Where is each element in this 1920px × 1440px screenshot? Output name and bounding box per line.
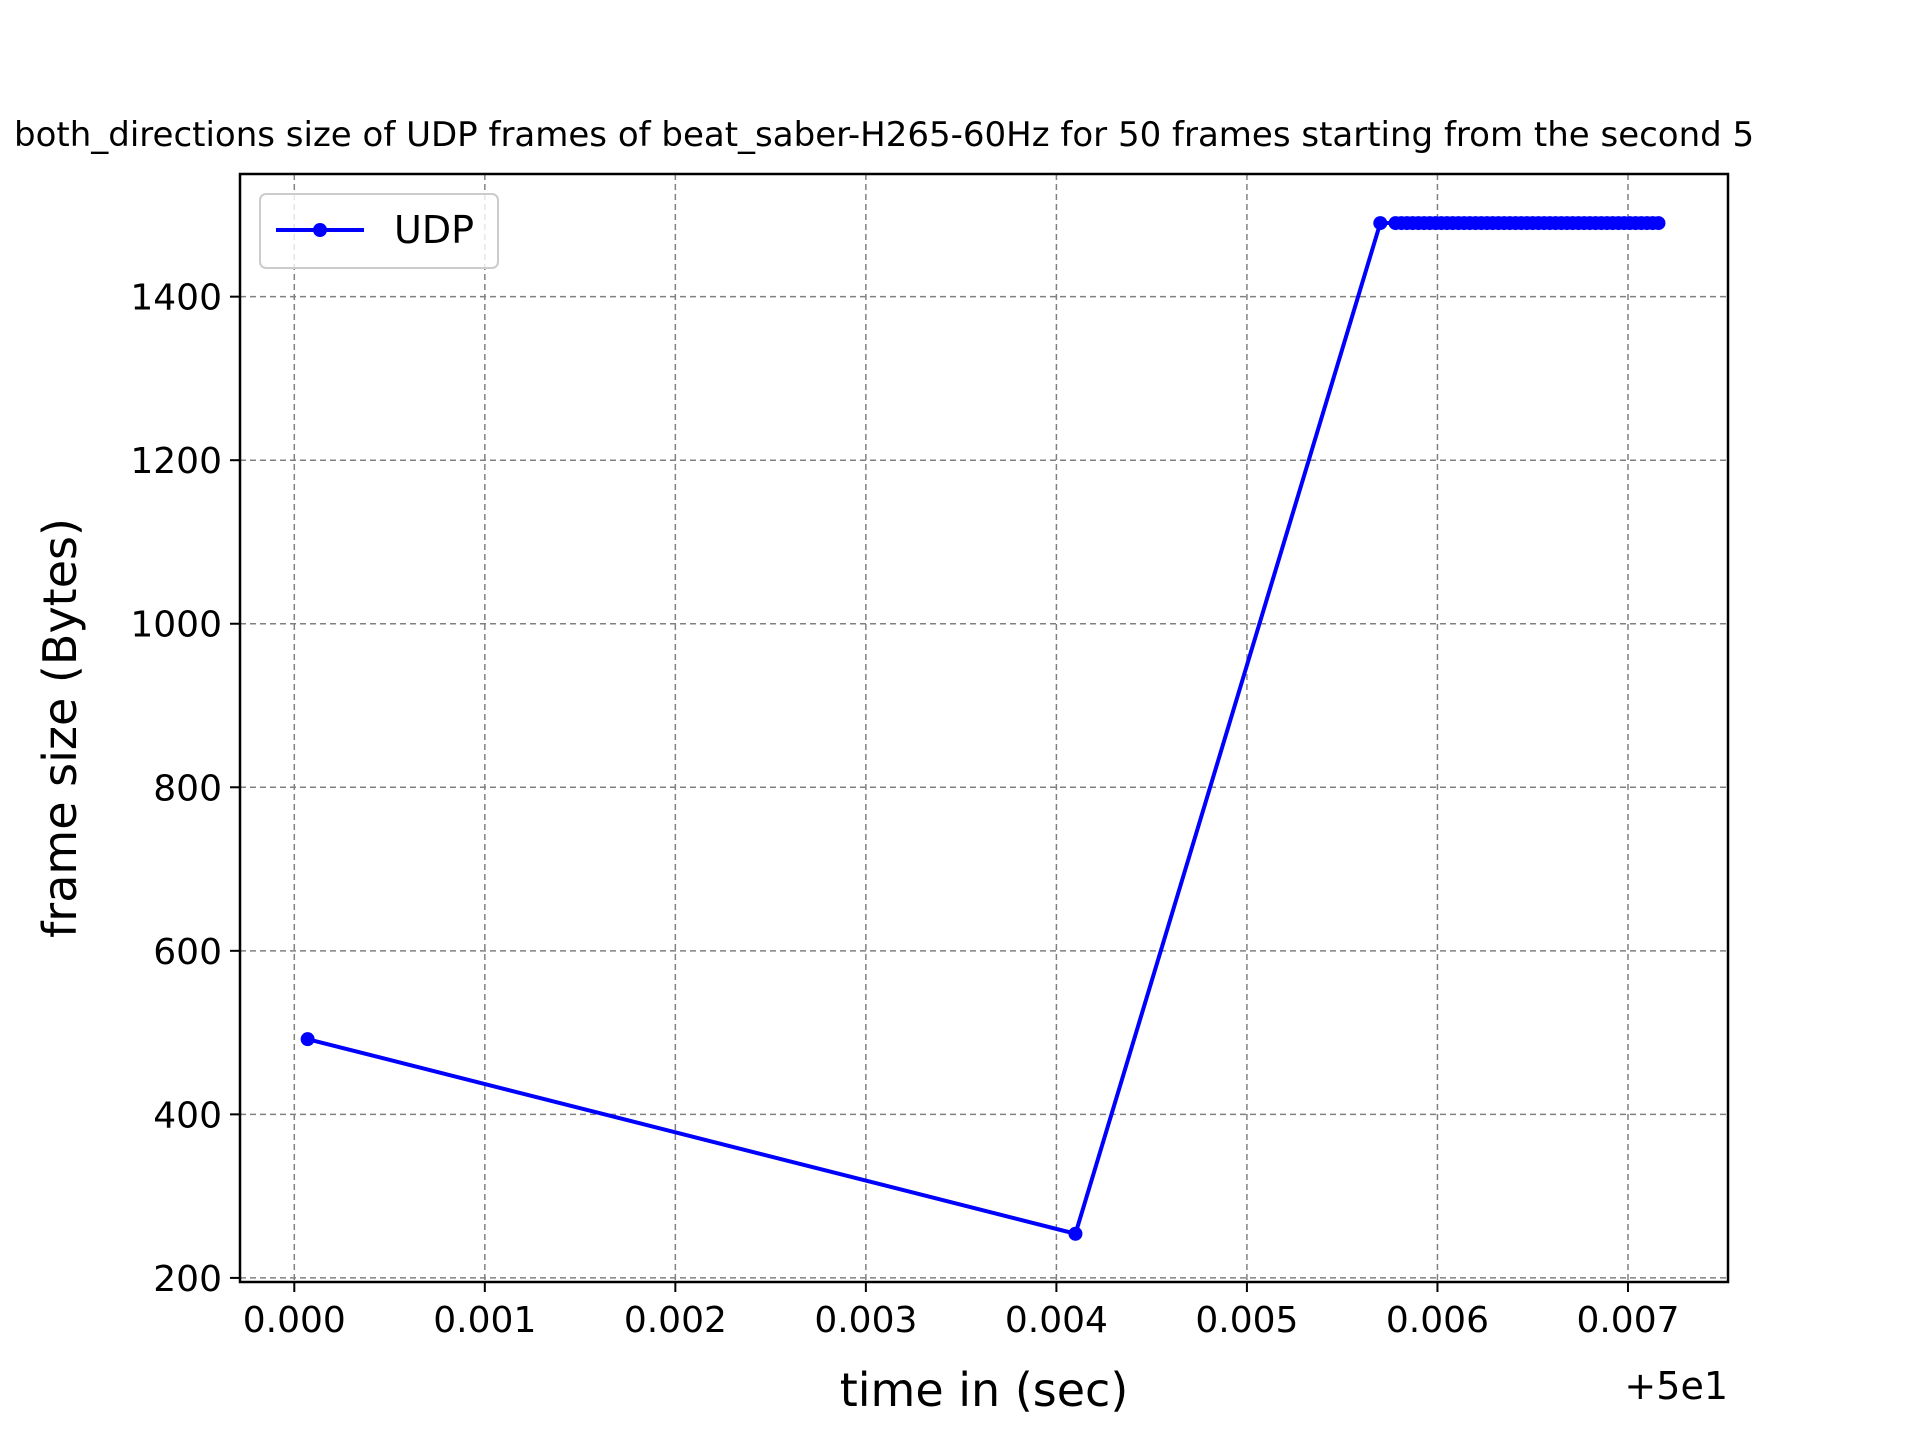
- data-point: [1373, 216, 1388, 231]
- legend-marker-udp: [313, 223, 327, 237]
- plot-frame: [238, 172, 1730, 1284]
- data-point: [1651, 216, 1666, 231]
- y-grid: [240, 295, 1728, 1279]
- y-tick-label: 800: [153, 768, 222, 809]
- y-ticks: 200 400 600 800 1000 1200 1400: [130, 278, 240, 1300]
- legend: UDP: [259, 193, 499, 269]
- x-tick-label: 0.000: [243, 1300, 346, 1341]
- x-ticks: 0.000 0.001 0.002 0.003 0.004 0.005 0.006 0.007: [243, 1282, 1680, 1341]
- legend-box: [259, 193, 499, 269]
- y-tick-label: 200: [153, 1259, 222, 1300]
- data-point: [300, 1032, 315, 1047]
- y-tick-label: 400: [153, 1095, 222, 1136]
- y-tick-label: 1400: [130, 278, 222, 319]
- y-axis-label: frame size (Bytes): [33, 518, 87, 938]
- x-tick-label: 0.002: [624, 1300, 727, 1341]
- data-point: [1068, 1226, 1083, 1241]
- y-tick-label: 1000: [130, 605, 222, 646]
- y-tick-label: 1200: [130, 441, 222, 482]
- x-offset-label: +5e1: [1624, 1364, 1728, 1408]
- series-layer: [300, 216, 1666, 1241]
- x-tick-label: 0.001: [433, 1300, 536, 1341]
- x-tick-label: 0.007: [1576, 1300, 1679, 1341]
- chart-title: both_directions size of UDP frames of be…: [14, 115, 1754, 155]
- x-tick-label: 0.006: [1386, 1300, 1489, 1341]
- x-axis-label: time in (sec): [840, 1363, 1129, 1417]
- y-tick-label: 600: [153, 932, 222, 973]
- x-tick-label: 0.004: [1005, 1300, 1108, 1341]
- x-tick-label: 0.005: [1195, 1300, 1298, 1341]
- x-grid: [293, 174, 1629, 1282]
- legend-label-udp: UDP: [394, 208, 474, 252]
- x-tick-label: 0.003: [814, 1300, 917, 1341]
